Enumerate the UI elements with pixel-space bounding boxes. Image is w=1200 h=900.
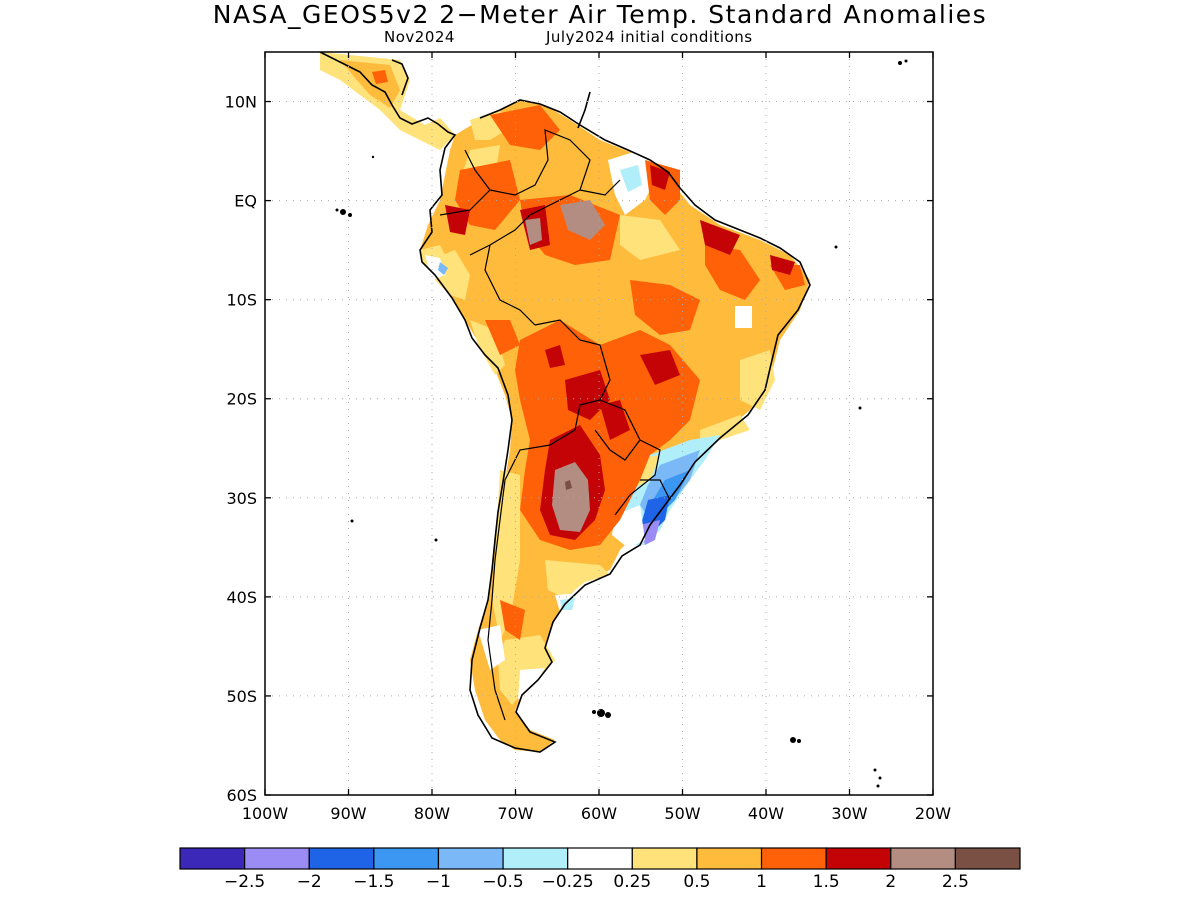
colorbar-label: −0.25 <box>542 872 594 892</box>
colorbar-label: −2 <box>297 872 322 892</box>
lat-tick-label: 50S <box>226 687 257 706</box>
lat-tick-label: 10N <box>225 93 257 112</box>
lon-tick-label: 100W <box>242 804 289 823</box>
colorbar-swatch <box>954 847 1021 870</box>
axis-ticks: 100W 90W 80W 70W 60W 50W 40W 30W 20W 10N EQ 10S 20S 3… <box>225 52 951 823</box>
lon-tick-label: 50W <box>664 804 700 823</box>
lon-tick-label: 20W <box>915 804 951 823</box>
lat-tick-label: 20S <box>226 390 257 409</box>
lat-tick-label: 10S <box>226 291 257 310</box>
lat-tick-label: 40S <box>226 588 257 607</box>
colorbar-label: 1.5 <box>813 872 840 892</box>
colorbar-label: 0.25 <box>613 872 651 892</box>
colorbar: −2.5 −2 −1.5 −1 −0.5 −0.25 0.25 0.5 1 1.5 2 2.5 <box>179 847 1021 892</box>
lat-tick-label: 60S <box>226 786 257 805</box>
lon-tick-label: 70W <box>497 804 533 823</box>
colorbar-swatch <box>631 847 698 870</box>
colorbar-swatch <box>696 847 763 870</box>
colorbar-label: −1 <box>426 872 451 892</box>
lon-tick-label: 40W <box>748 804 784 823</box>
islands <box>335 59 908 788</box>
colorbar-swatch <box>760 847 827 870</box>
initial-conditions: July2024 initial conditions <box>546 28 753 46</box>
colorbar-swatch <box>567 847 633 870</box>
colorbar-swatch <box>308 847 375 870</box>
colorbar-swatch <box>890 847 956 870</box>
lon-tick-label: 80W <box>414 804 450 823</box>
colorbar-label: 2 <box>885 872 896 892</box>
colorbar-label: 0.5 <box>683 872 710 892</box>
colorbar-label: −0.5 <box>482 872 523 892</box>
forecast-month: Nov2024 <box>384 28 455 46</box>
colorbar-swatch <box>179 847 246 870</box>
grid-lines <box>265 52 933 795</box>
lat-tick-label: 30S <box>226 489 257 508</box>
colorbar-swatch <box>502 847 569 870</box>
lon-tick-label: 30W <box>831 804 867 823</box>
colorbar-swatch <box>825 847 892 870</box>
colorbar-label: 2.5 <box>942 872 969 892</box>
coastlines <box>319 52 811 753</box>
lon-tick-label: 60W <box>581 804 617 823</box>
colorbar-swatch <box>373 847 440 870</box>
country-borders <box>439 129 671 721</box>
colorbar-label: 1 <box>756 872 767 892</box>
map-title: NASA_GEOS5v2 2−Meter Air Temp. Standard … <box>212 0 988 29</box>
colorbar-swatch <box>244 847 310 870</box>
colorbar-label: −2.5 <box>224 872 265 892</box>
colorbar-swatch <box>437 847 504 870</box>
lat-tick-label: EQ <box>234 192 257 211</box>
extreme-warm-anomaly-region <box>552 462 590 532</box>
colorbar-label: −1.5 <box>353 872 394 892</box>
lon-tick-label: 90W <box>330 804 366 823</box>
anomaly-fill <box>320 52 810 752</box>
